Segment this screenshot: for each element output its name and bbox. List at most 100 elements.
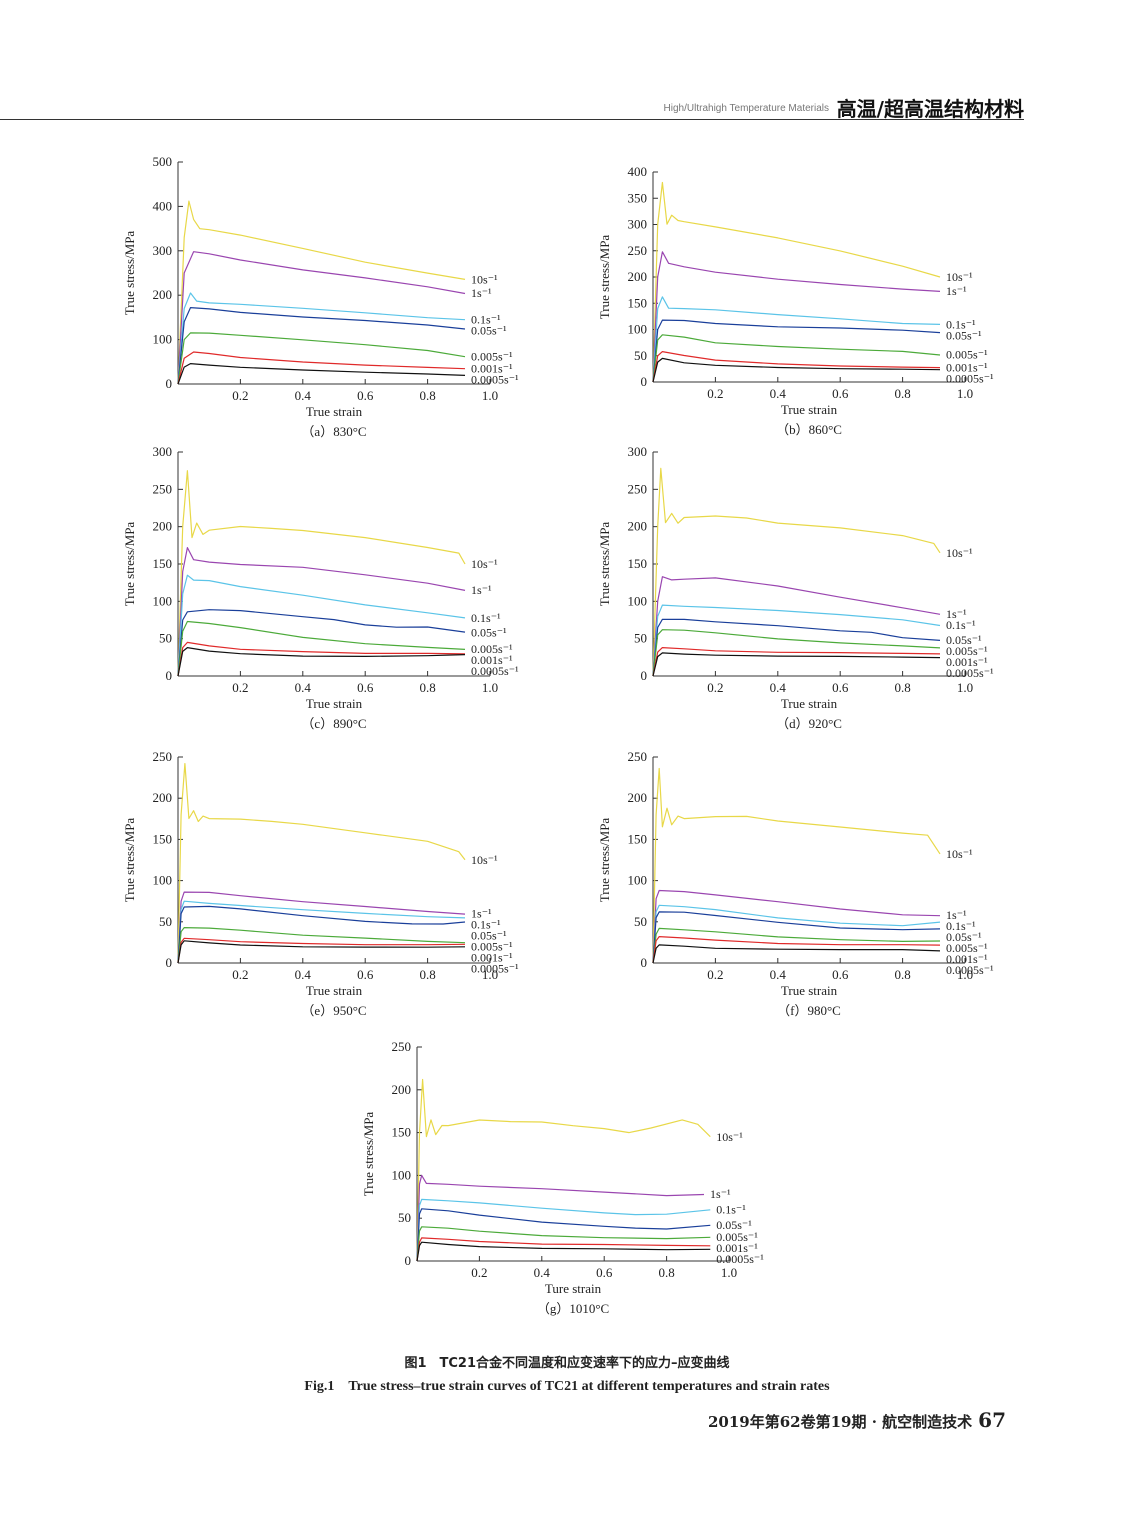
x-tick-label: 0.6 — [832, 967, 849, 982]
series-line — [177, 574, 466, 677]
x-tick-label: 1.0 — [482, 680, 498, 695]
series-label: 10s⁻¹ — [946, 270, 973, 284]
x-tick-label: 0.4 — [295, 388, 312, 403]
series-line — [177, 891, 466, 964]
y-tick-label: 150 — [628, 831, 648, 846]
y-tick-label: 200 — [628, 790, 648, 805]
y-tick-label: 50 — [634, 348, 647, 363]
y-tick-label: 150 — [153, 831, 173, 846]
series-label: 0.001s⁻¹ — [946, 952, 988, 966]
series-line — [416, 1198, 711, 1262]
panel-caption: （b）860°C — [776, 422, 842, 437]
y-axis-label: True stress/MPa — [597, 522, 612, 607]
series-label: 10s⁻¹ — [946, 847, 973, 861]
x-tick-label: 0.2 — [707, 680, 723, 695]
y-tick-label: 150 — [628, 295, 648, 310]
x-axis-label: True strain — [781, 983, 838, 998]
chart-e-950: 0 50 100 150 200 250 0.2 0.4 0.6 0.8 1.0 True strai… — [122, 749, 519, 1018]
series-label: 10s⁻¹ — [471, 853, 498, 867]
series-line — [177, 332, 466, 385]
x-tick-label: 0.8 — [894, 386, 910, 401]
series-label: 0.001s⁻¹ — [716, 1241, 758, 1255]
panel-caption: （g）1010°C — [537, 1301, 609, 1316]
series-label: 0.0005s⁻¹ — [946, 666, 994, 680]
series-line — [416, 1237, 711, 1262]
x-tick-label: 0.6 — [596, 1265, 613, 1280]
series-line — [177, 940, 466, 964]
series-label: 0.005s⁻¹ — [471, 642, 513, 656]
x-tick-label: 0.6 — [832, 386, 849, 401]
y-axis-label: True stress/MPa — [122, 522, 137, 607]
y-tick-label: 0 — [641, 374, 648, 389]
y-tick-label: 300 — [153, 444, 173, 459]
series-line — [416, 1174, 705, 1262]
x-tick-label: 0.2 — [232, 967, 248, 982]
panel-caption: （d）920°C — [776, 716, 842, 731]
y-axis-label: True stress/MPa — [597, 235, 612, 320]
x-tick-label: 0.2 — [707, 386, 723, 401]
x-tick-label: 0.8 — [419, 967, 435, 982]
series-label: 0.005s⁻¹ — [471, 940, 513, 954]
x-tick-label: 0.4 — [770, 386, 787, 401]
series-label: 0.0005s⁻¹ — [716, 1252, 764, 1266]
series-line — [652, 296, 941, 383]
y-tick-label: 100 — [392, 1167, 412, 1182]
chart-f-980: 0 50 100 150 200 250 0.2 0.4 0.6 0.8 1.0 True strai… — [597, 749, 994, 1018]
panel-caption: （a）830°C — [301, 424, 366, 439]
series-label: 1s⁻¹ — [946, 284, 967, 298]
y-tick-label: 250 — [392, 1039, 412, 1054]
x-tick-label: 0.2 — [232, 388, 248, 403]
series-label: 0.05s⁻¹ — [471, 626, 507, 640]
series-line — [652, 181, 941, 383]
series-line — [652, 618, 941, 677]
series-label: 0.001s⁻¹ — [471, 951, 513, 965]
series-line — [177, 351, 466, 385]
y-tick-label: 250 — [628, 749, 648, 764]
series-line — [652, 767, 941, 964]
series-label: 1s⁻¹ — [946, 607, 967, 621]
series-label: 0.05s⁻¹ — [471, 324, 507, 338]
chart-b-860: 0 50 100 150 200 250 300 350 400 0.2 0.4 0.6 0.8 1.0 T… — [597, 164, 994, 437]
y-tick-label: 300 — [153, 243, 173, 258]
x-tick-label: 1.0 — [482, 967, 498, 982]
series-label: 0.005s⁻¹ — [946, 644, 988, 658]
x-tick-label: 0.8 — [419, 680, 435, 695]
series-line — [416, 1078, 711, 1262]
x-tick-label: 0.8 — [658, 1265, 674, 1280]
series-label: 0.001s⁻¹ — [471, 361, 513, 375]
y-tick-label: 400 — [628, 164, 648, 179]
x-tick-label: 0.2 — [471, 1265, 487, 1280]
y-tick-label: 150 — [392, 1125, 412, 1140]
y-tick-label: 100 — [153, 873, 173, 888]
x-tick-label: 0.8 — [894, 967, 910, 982]
y-tick-label: 0 — [166, 668, 173, 683]
y-tick-label: 200 — [628, 269, 648, 284]
y-tick-label: 250 — [628, 481, 648, 496]
y-tick-label: 200 — [153, 519, 173, 534]
series-line — [652, 944, 941, 964]
series-label: 0.005s⁻¹ — [946, 348, 988, 362]
series-line — [652, 911, 941, 964]
series-line — [416, 1241, 711, 1262]
series-label: 0.001s⁻¹ — [946, 360, 988, 374]
series-label: 0.005s⁻¹ — [716, 1230, 758, 1244]
series-label: 10s⁻¹ — [471, 557, 498, 571]
x-tick-label: 0.8 — [419, 388, 435, 403]
x-tick-label: 1.0 — [482, 388, 498, 403]
series-line — [416, 1208, 711, 1262]
panel-caption: （c）890°C — [301, 716, 366, 731]
series-label: 0.0005s⁻¹ — [471, 664, 519, 678]
chart-c-890: 0 50 100 150 200 250 300 0.2 0.4 0.6 0.8 1.0 True st… — [122, 444, 519, 731]
series-line — [652, 319, 941, 383]
series-line — [177, 200, 466, 385]
series-line — [652, 629, 941, 677]
series-label: 1s⁻¹ — [471, 907, 492, 921]
series-label: 1s⁻¹ — [946, 908, 967, 922]
series-line — [177, 641, 466, 677]
series-label: 0.1s⁻¹ — [946, 317, 976, 331]
y-tick-label: 0 — [641, 668, 648, 683]
y-tick-label: 200 — [392, 1082, 412, 1097]
y-tick-label: 0 — [166, 376, 173, 391]
x-tick-label: 1.0 — [957, 967, 973, 982]
page-footer: 2019年第62卷第19期 · 航空制造技术 67 — [708, 1408, 1006, 1432]
